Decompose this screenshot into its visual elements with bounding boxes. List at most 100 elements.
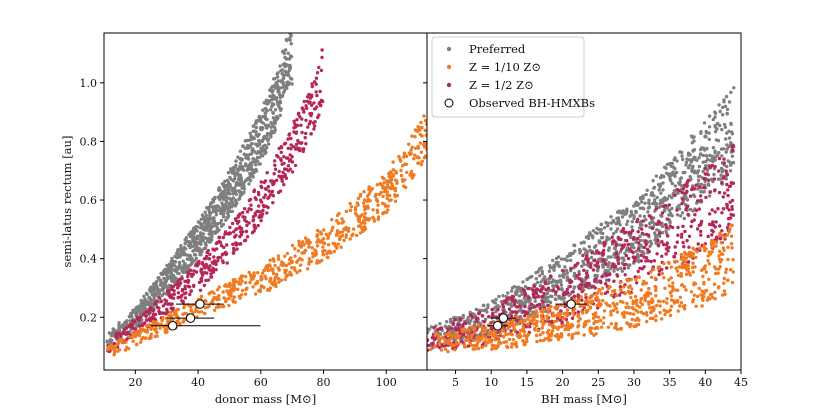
- scatter-point: [257, 115, 262, 119]
- scatter-point: [285, 156, 289, 160]
- scatter-point: [263, 274, 267, 278]
- scatter-point: [657, 188, 661, 192]
- scatter-point: [231, 166, 235, 170]
- scatter-point: [588, 305, 592, 309]
- scatter-point: [722, 122, 727, 127]
- scatter-point: [582, 303, 586, 308]
- scatter-point: [710, 240, 714, 245]
- scatter-point: [662, 299, 666, 304]
- scatter-point: [590, 285, 595, 289]
- legend-item[interactable]: Observed BH-HMXBs: [444, 96, 595, 110]
- scatter-point: [641, 206, 645, 210]
- scatter-point: [646, 206, 651, 210]
- scatter-point: [521, 319, 525, 323]
- scatter-point: [692, 157, 697, 161]
- scatter-point: [555, 319, 559, 323]
- scatter-point: [220, 224, 224, 228]
- scatter-point: [624, 209, 629, 213]
- legend-item[interactable]: Preferred: [446, 42, 526, 56]
- scatter-point: [282, 88, 287, 93]
- scatter-point: [356, 203, 360, 207]
- scatter-point: [670, 289, 674, 293]
- scatter-point: [234, 233, 238, 237]
- scatter-point: [149, 332, 153, 336]
- scatter-point: [723, 191, 727, 195]
- scatter-point: [549, 294, 553, 298]
- scatter-point: [638, 238, 643, 243]
- scatter-point: [680, 201, 684, 206]
- scatter-point: [359, 221, 364, 225]
- legend-item[interactable]: Z = 1/10 Z⊙: [446, 60, 541, 74]
- scatter-point: [249, 134, 253, 139]
- scatter-point: [318, 260, 322, 264]
- scatter-point: [601, 298, 605, 303]
- observed-bhhmxb-marker[interactable]: [566, 299, 576, 309]
- scatter-point: [684, 267, 689, 271]
- observed-bhhmxb-marker[interactable]: [195, 299, 205, 309]
- scatter-point: [703, 134, 708, 138]
- scatter-point: [558, 315, 562, 319]
- scatter-point: [584, 235, 589, 239]
- scatter-point: [399, 159, 403, 163]
- scatter-point: [388, 171, 392, 175]
- scatter-point: [243, 207, 247, 211]
- x-tick-label: 15: [520, 376, 534, 389]
- scatter-point: [651, 179, 655, 183]
- observed-bhhmxb-marker[interactable]: [498, 313, 509, 323]
- scatter-point: [348, 237, 352, 241]
- scatter-point: [120, 337, 124, 342]
- scatter-point: [668, 313, 673, 318]
- scatter-point: [204, 278, 208, 283]
- scatter-point: [169, 295, 173, 300]
- scatter-point: [665, 297, 669, 301]
- scatter-point: [567, 293, 571, 297]
- scatter-point: [261, 203, 266, 208]
- scatter-point: [138, 327, 143, 331]
- scatter-point: [172, 259, 177, 264]
- scatter-point: [626, 256, 631, 261]
- scatter-point: [680, 262, 684, 266]
- scatter-point: [701, 160, 705, 164]
- scatter-point: [629, 234, 633, 239]
- scatter-point: [204, 256, 208, 261]
- scatter-point: [338, 235, 342, 239]
- scatter-point: [433, 333, 437, 337]
- scatter-point: [654, 288, 658, 293]
- right-x-axis-label: BH mass [M⊙]: [541, 392, 627, 406]
- scatter-point: [427, 327, 431, 332]
- scatter-point: [288, 22, 291, 25]
- scatter-point: [671, 281, 675, 285]
- scatter-point: [351, 227, 356, 231]
- scatter-point: [513, 291, 518, 295]
- scatter-point: [237, 294, 241, 299]
- legend-item[interactable]: Z = 1/2 Z⊙: [446, 78, 534, 92]
- scatter-point: [727, 230, 731, 234]
- scatter-point: [563, 257, 567, 261]
- scatter-point: [171, 273, 176, 278]
- scatter-point: [601, 321, 606, 325]
- scatter-point: [306, 125, 310, 129]
- scatter-point: [679, 176, 683, 180]
- scatter-point: [605, 290, 610, 294]
- scatter-point: [721, 176, 725, 180]
- scatter-point: [120, 325, 124, 329]
- x-tick-label: 45: [734, 376, 748, 389]
- scatter-point: [541, 303, 545, 307]
- scatter-point: [277, 169, 281, 174]
- scatter-point: [233, 204, 237, 208]
- scatter-point: [490, 307, 494, 312]
- scatter-point: [613, 288, 617, 293]
- scatter-point: [524, 325, 528, 329]
- scatter-point: [139, 298, 143, 303]
- scatter-point: [650, 306, 654, 310]
- scatter-point: [288, 38, 292, 42]
- observed-bhhmxb-marker[interactable]: [492, 321, 503, 331]
- scatter-point: [290, 23, 293, 26]
- scatter-point: [672, 189, 677, 193]
- observed-bhhmxb-marker[interactable]: [185, 313, 196, 323]
- scatter-point: [112, 327, 116, 332]
- observed-bhhmxb-marker[interactable]: [167, 321, 178, 331]
- scatter-point: [245, 210, 250, 214]
- scatter-point: [728, 216, 733, 220]
- scatter-point: [713, 149, 717, 153]
